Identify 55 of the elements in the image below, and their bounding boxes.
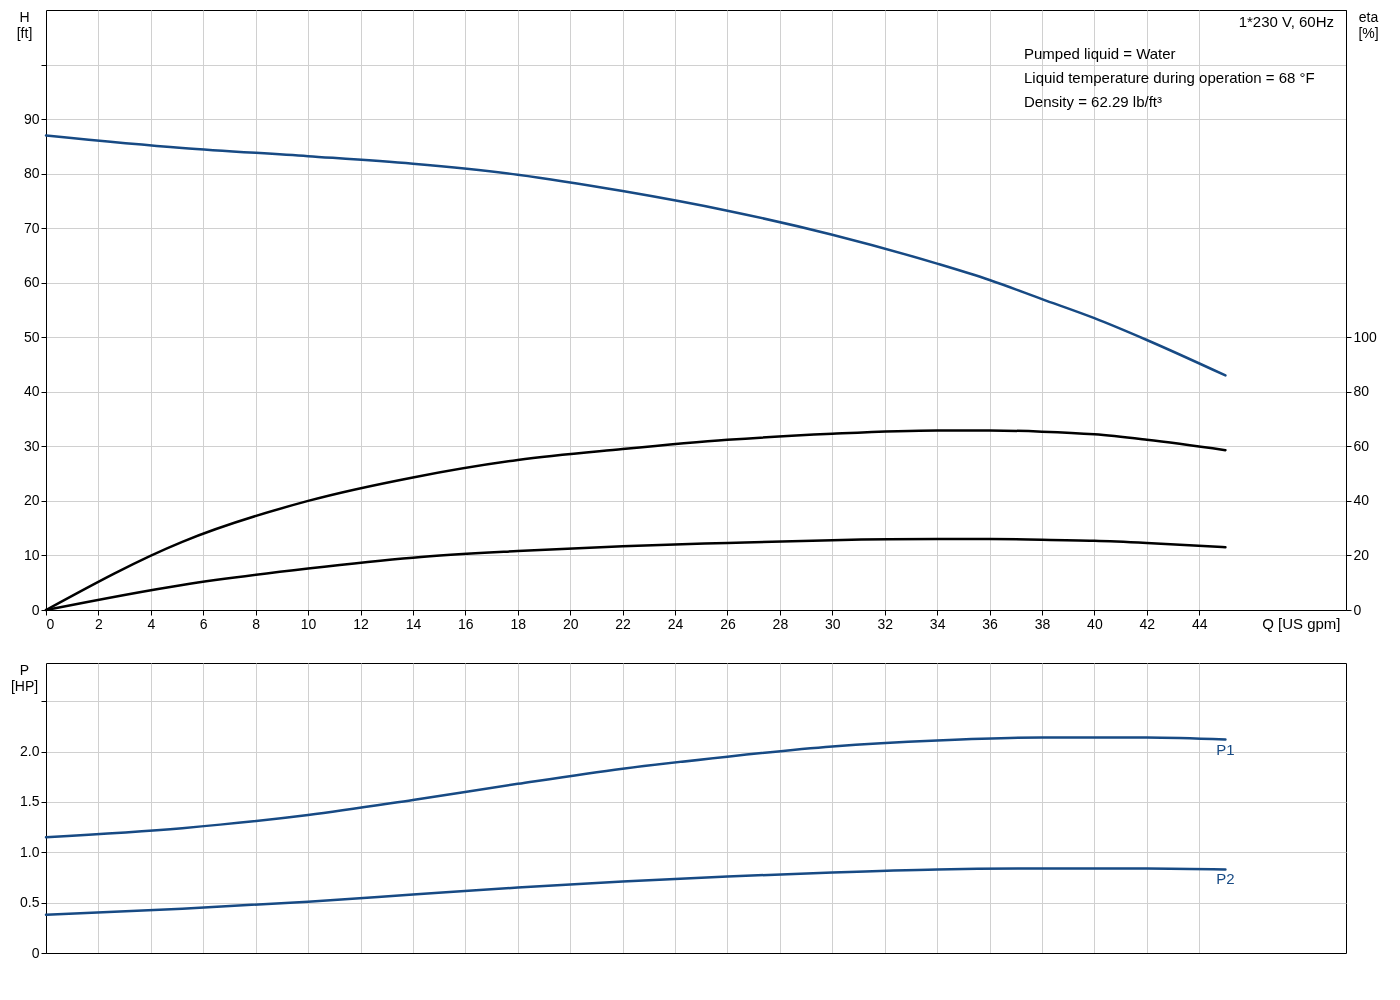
- x-tick-label: 34: [929, 615, 946, 632]
- y-tick-label: 1.0: [20, 843, 40, 860]
- y-tick-label: 10: [23, 546, 40, 563]
- x-axis-title: Q [US gpm]: [1262, 614, 1341, 632]
- x-tick-label: 2: [95, 615, 104, 632]
- y-tick-label: 0: [31, 601, 40, 618]
- x-tick-label: 28: [772, 615, 789, 632]
- x-tick-label: 4: [147, 615, 156, 632]
- x-tick-label: 42: [1139, 615, 1156, 632]
- x-tick-label: 32: [877, 615, 894, 632]
- series-label: P1: [1216, 740, 1235, 758]
- x-tick-label: 6: [199, 615, 208, 632]
- x-tick-label: 10: [300, 615, 317, 632]
- y-tick-label: 80: [23, 165, 40, 182]
- x-tick-label: 14: [405, 615, 422, 632]
- y2-tick-label: 0: [1353, 601, 1362, 618]
- x-tick-label: 44: [1191, 615, 1208, 632]
- y2-tick-label: 60: [1353, 437, 1370, 454]
- y-tick-label: 1.5: [20, 793, 40, 810]
- y-tick-label: 0: [31, 944, 40, 961]
- x-tick-label: 22: [615, 615, 632, 632]
- x-tick-label: 38: [1034, 615, 1051, 632]
- x-tick-label: 40: [1087, 615, 1103, 632]
- y-tick-label: 30: [23, 437, 40, 454]
- y-tick-label: 60: [23, 274, 40, 291]
- x-tick-label: 26: [720, 615, 736, 632]
- y2-tick-label: 100: [1353, 328, 1378, 345]
- x-tick-label: 16: [458, 615, 474, 632]
- y2-tick-label: 20: [1353, 546, 1370, 563]
- y-tick-label: 40: [23, 383, 40, 400]
- series-label: P2: [1216, 870, 1235, 888]
- x-tick-label: 36: [982, 615, 999, 632]
- x-tick-label: 30: [825, 615, 841, 632]
- annotation: Liquid temperature during operation = 68 °F: [1024, 69, 1315, 86]
- y-tick-label: 2.0: [20, 743, 40, 760]
- y-tick-label: 50: [23, 328, 40, 345]
- y-tick-label: 70: [23, 219, 40, 236]
- y-axis-title: H [ft]: [16, 8, 33, 41]
- y2-axis-title: eta [%]: [1358, 8, 1379, 41]
- y-axis-title: P [HP]: [10, 661, 39, 694]
- x-tick-label: 0: [46, 615, 55, 632]
- x-tick-label: 24: [667, 615, 684, 632]
- y-tick-label: 0.5: [20, 894, 40, 911]
- x-tick-label: 18: [510, 615, 527, 632]
- y2-tick-label: 80: [1353, 383, 1370, 400]
- annotation: Pumped liquid = Water: [1024, 45, 1176, 62]
- x-tick-label: 8: [252, 615, 261, 632]
- x-tick-label: 12: [353, 615, 370, 632]
- y-tick-label: 90: [23, 110, 40, 127]
- x-tick-label: 20: [562, 615, 579, 632]
- y2-tick-label: 40: [1353, 492, 1370, 509]
- y-tick-label: 20: [23, 492, 40, 509]
- annotation: 1*230 V, 60Hz: [1238, 13, 1334, 30]
- annotation: Density = 62.29 lb/ft³: [1024, 93, 1162, 110]
- line-series: [44, 134, 1227, 377]
